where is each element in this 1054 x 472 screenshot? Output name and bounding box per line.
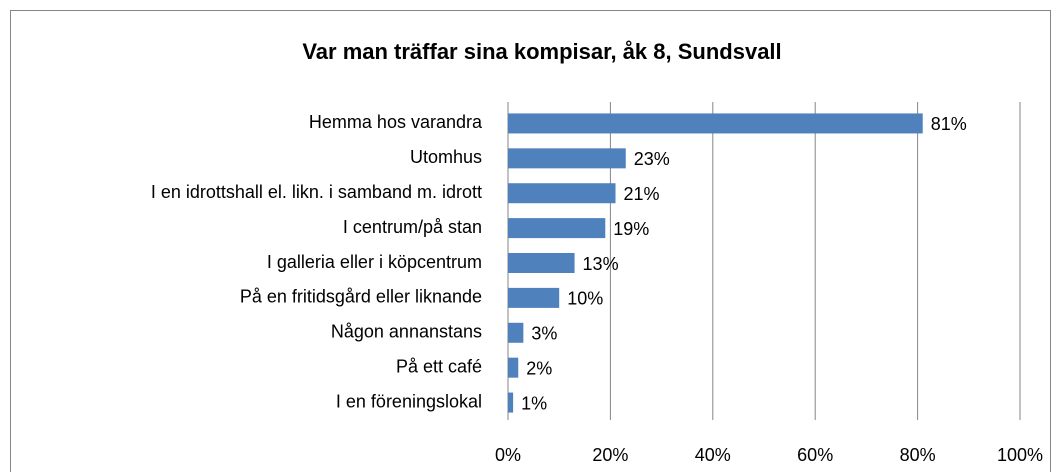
bar: [508, 113, 923, 134]
bar: [508, 392, 514, 413]
y-tick-label: På en fritidsgård eller liknande: [240, 287, 482, 307]
chart-frame: [10, 10, 1051, 472]
value-label: 81%: [931, 114, 967, 134]
y-tick-label: I en föreningslokal: [336, 391, 482, 411]
y-tick-label: I galleria eller i köpcentrum: [267, 252, 482, 272]
y-tick-label: Någon annanstans: [331, 322, 482, 342]
value-label: 3%: [531, 324, 557, 344]
bar: [508, 218, 606, 239]
value-label: 21%: [624, 184, 660, 204]
x-tick-label: 40%: [695, 445, 731, 465]
y-tick-label: På ett café: [396, 356, 482, 376]
y-tick-label: Utomhus: [410, 147, 482, 167]
value-label: 23%: [634, 149, 670, 169]
x-tick-label: 60%: [797, 445, 833, 465]
x-tick-label: 0%: [495, 445, 521, 465]
x-tick-label: 80%: [900, 445, 936, 465]
bar: [508, 183, 616, 204]
y-tick-label: I centrum/på stan: [343, 217, 482, 237]
bar: [508, 253, 575, 273]
y-tick-label: Hemma hos varandra: [309, 112, 483, 132]
x-tick-label: 20%: [592, 445, 628, 465]
value-label: 1%: [521, 393, 547, 413]
bar: [508, 287, 560, 308]
value-label: 13%: [583, 254, 619, 274]
y-tick-label: I en idrottshall el. likn. i samband m. …: [151, 182, 482, 202]
bar: [508, 322, 524, 343]
bar: [508, 357, 519, 378]
bar: [508, 148, 626, 169]
value-label: 2%: [526, 358, 552, 378]
x-tick-label: 100%: [997, 445, 1043, 465]
chart-title: Var man träffar sina kompisar, åk 8, Sun…: [302, 39, 781, 64]
value-label: 19%: [613, 219, 649, 239]
value-label: 10%: [567, 289, 603, 309]
